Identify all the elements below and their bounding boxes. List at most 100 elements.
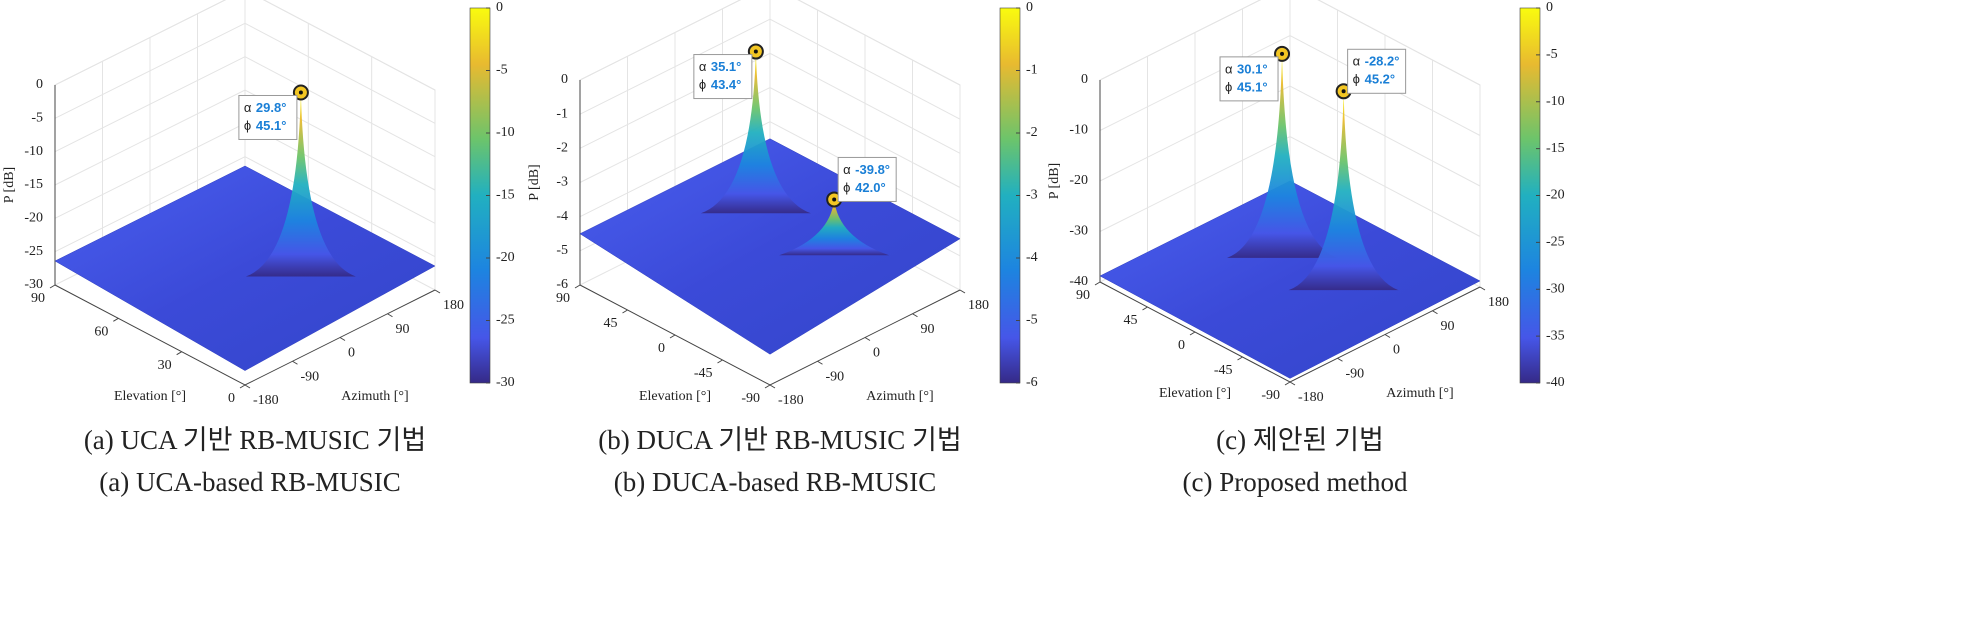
colorbar-tick-label: -20 <box>1546 188 1565 203</box>
y-tick <box>292 360 298 365</box>
datatip-symbol: ϕ <box>843 180 850 195</box>
y-tick <box>387 313 393 318</box>
z-axis-label: P [dB] <box>1047 163 1062 199</box>
axis-line <box>579 284 961 386</box>
x-axis-label: Elevation [°] <box>639 389 711 404</box>
datatip-value: 45.1° <box>1237 79 1268 94</box>
colorbar-tick-label: 0 <box>496 0 503 15</box>
y-tick <box>244 384 251 389</box>
x-tick-label: -90 <box>1261 388 1280 403</box>
x-tick <box>669 334 676 339</box>
colorbar-tick-label: -4 <box>1026 250 1038 265</box>
x-axis-label: Elevation [°] <box>114 389 186 404</box>
datatip-value: 29.8° <box>256 100 287 115</box>
y-tick <box>1337 357 1343 362</box>
z-tick-label: -20 <box>1069 173 1088 188</box>
y-axis-label: Azimuth [°] <box>1386 386 1453 401</box>
y-tick <box>1289 381 1296 386</box>
z-tick-label: -30 <box>24 277 43 292</box>
datatip-value: 45.2° <box>1365 72 1396 87</box>
x-tick <box>764 384 771 389</box>
z-tick-label: -4 <box>556 209 568 224</box>
x-tick-label: 0 <box>658 341 665 356</box>
y-tick-label: 90 <box>921 322 935 337</box>
x-tick <box>176 351 182 356</box>
caption: (c) 제안된 기법 <box>1216 425 1384 455</box>
z-tick-label: -3 <box>556 175 568 190</box>
y-tick <box>912 313 918 318</box>
colorbar-tick-label: -15 <box>1546 141 1565 156</box>
y-tick-label: 0 <box>348 346 355 361</box>
x-tick <box>622 309 628 314</box>
caption: (a) UCA-based RB-MUSIC <box>99 467 400 497</box>
y-tick-label: 0 <box>873 346 880 361</box>
peak-marker-dot <box>298 90 303 95</box>
y-tick-label: -180 <box>1298 390 1324 405</box>
colorbar-tick-label: -30 <box>496 375 515 390</box>
x-tick <box>239 384 246 389</box>
z-tick-label: -10 <box>1069 123 1088 138</box>
datatip-symbol: ϕ <box>699 77 706 92</box>
z-tick-label: -5 <box>556 243 568 258</box>
y-tick-label: 90 <box>1441 319 1455 334</box>
y-tick-label: 0 <box>1393 343 1400 358</box>
datatip-value: 30.1° <box>1237 61 1268 76</box>
datatip-symbol: α <box>244 100 252 115</box>
y-tick <box>1432 310 1438 315</box>
datatip-box <box>1219 56 1279 102</box>
axis-line <box>54 284 436 386</box>
y-tick-label: -180 <box>253 393 279 408</box>
datatip-box <box>1347 48 1407 94</box>
z-tick-label: -15 <box>24 177 43 192</box>
grid-line <box>579 0 961 86</box>
colorbar-tick-label: 0 <box>1026 0 1033 15</box>
z-tick-label: -1 <box>556 106 568 121</box>
x-tick <box>717 359 723 364</box>
caption: (b) DUCA-based RB-MUSIC <box>614 467 936 497</box>
surface-peak <box>779 199 890 256</box>
x-tick-label: 90 <box>556 291 570 306</box>
x-tick-label: 45 <box>1124 313 1138 328</box>
y-tick <box>864 337 871 341</box>
z-tick-label: -30 <box>1069 224 1088 239</box>
z-tick-label: 0 <box>561 72 568 87</box>
x-tick-label: 0 <box>228 391 235 406</box>
z-tick-label: -5 <box>31 111 43 126</box>
x-tick-label: -90 <box>741 391 760 406</box>
peak-marker-dot <box>753 49 758 54</box>
datatip-symbol: α <box>843 162 851 177</box>
z-tick-label: 0 <box>1081 72 1088 87</box>
colorbar-tick-label: -5 <box>1546 47 1558 62</box>
y-tick-label: 180 <box>968 298 989 313</box>
colorbar-tick-label: -10 <box>496 125 515 140</box>
y-tick <box>1384 334 1391 338</box>
peak-marker-dot <box>1280 51 1285 56</box>
datatip-value: 45.1° <box>256 118 287 133</box>
y-tick <box>769 384 776 389</box>
z-tick-label: -2 <box>556 141 568 156</box>
colorbar-tick-label: -30 <box>1546 281 1565 296</box>
colorbar-tick-label: 0 <box>1546 0 1553 15</box>
datatip-value: 43.4° <box>711 77 742 92</box>
z-axis-label: P [dB] <box>2 167 17 203</box>
y-tick <box>434 289 441 294</box>
x-tick <box>113 317 119 322</box>
datatip-value: -39.8° <box>855 162 890 177</box>
z-tick-label: -25 <box>24 244 43 259</box>
y-tick-label: -90 <box>826 369 845 384</box>
surface-peak <box>700 51 811 214</box>
datatip-symbol: ϕ <box>244 118 251 133</box>
datatip-value: 42.0° <box>855 180 886 195</box>
colorbar-tick-label: -10 <box>1546 94 1565 109</box>
x-tick-label: 90 <box>1076 288 1090 303</box>
x-tick <box>1189 331 1196 336</box>
y-tick-label: 90 <box>396 322 410 337</box>
z-tick-label: 0 <box>36 77 43 92</box>
datatip-symbol: ϕ <box>1225 79 1232 94</box>
z-tick-label: -6 <box>556 277 568 292</box>
y-tick-label: -180 <box>778 393 804 408</box>
colorbar-tick-label: -5 <box>496 63 508 78</box>
caption: (a) UCA 기반 RB-MUSIC 기법 <box>84 425 426 455</box>
x-tick-label: -45 <box>1214 363 1233 378</box>
